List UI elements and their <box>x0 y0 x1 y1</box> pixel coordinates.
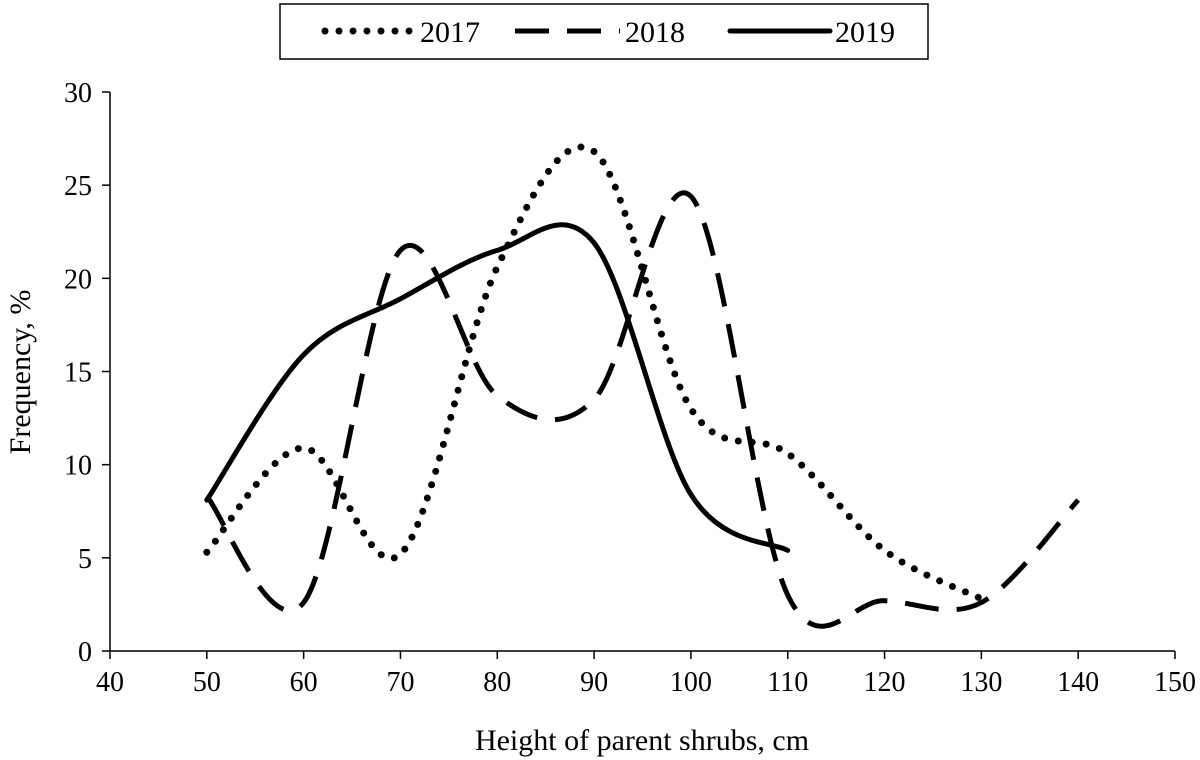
legend-label-2018: 2018 <box>625 16 685 49</box>
axes: 40 50 60 70 80 90 100 110 120 130 140 150 0 5 10 15 20 25… <box>64 78 1196 698</box>
plot-area <box>203 143 1081 629</box>
x-tick-label: 130 <box>960 667 1002 698</box>
series-line-2017 <box>203 143 985 603</box>
series-line-2018 <box>204 190 1081 629</box>
x-tick-label: 110 <box>767 667 808 698</box>
y-tick-label: 30 <box>64 78 92 109</box>
x-axis-title: Height of parent shrubs, cm <box>475 724 809 757</box>
x-tick-label: 100 <box>670 667 712 698</box>
x-tick-label: 140 <box>1057 667 1099 698</box>
y-tick-label: 5 <box>78 544 92 575</box>
x-tick-label: 90 <box>580 667 608 698</box>
x-tick-label: 150 <box>1154 667 1196 698</box>
y-tick-label: 0 <box>78 637 92 668</box>
x-tick-label: 80 <box>483 667 511 698</box>
x-tick-label: 40 <box>96 667 124 698</box>
legend-label-2019: 2019 <box>835 16 895 49</box>
legend: 2017 2018 2019 <box>279 3 929 60</box>
legend-label-2017: 2017 <box>420 16 480 49</box>
y-axis-title: Frequency, % <box>4 290 37 455</box>
y-tick-label: 20 <box>64 264 92 295</box>
x-tick-label: 50 <box>193 667 221 698</box>
x-tick-label: 120 <box>864 667 906 698</box>
y-tick-label: 10 <box>64 451 92 482</box>
y-tick-label: 25 <box>64 171 92 202</box>
x-tick-label: 70 <box>386 667 414 698</box>
y-tick-label: 15 <box>64 358 92 389</box>
x-tick-label: 60 <box>290 667 318 698</box>
series-line-2019 <box>204 222 791 553</box>
